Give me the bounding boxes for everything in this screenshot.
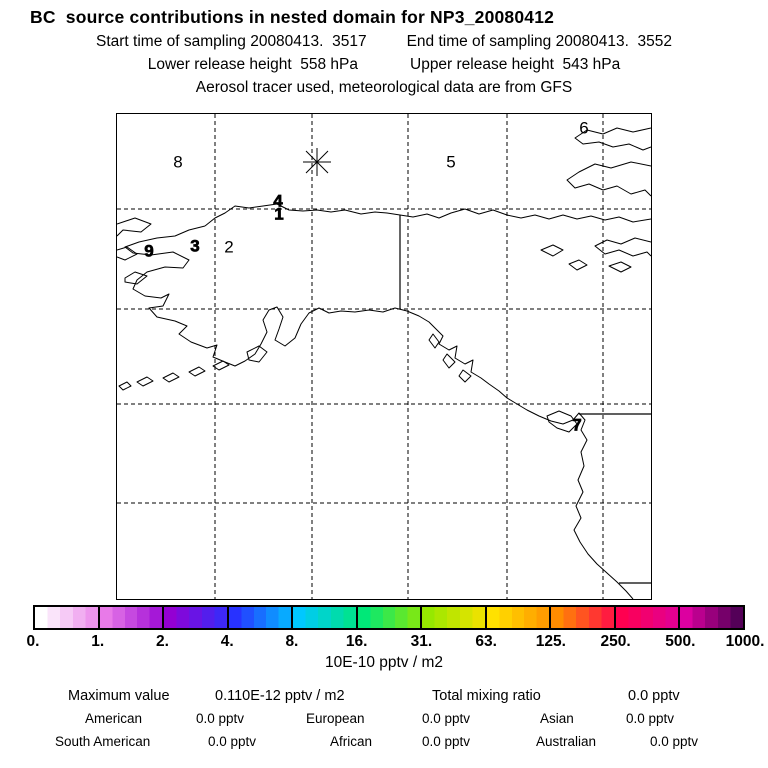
colorbar-segment-10 — [680, 607, 744, 628]
stat-item: 0.0 pptv — [626, 711, 675, 726]
colorbar-segment-7 — [486, 607, 552, 628]
stat-item: American — [85, 711, 143, 726]
station-marker-5: 5 — [446, 152, 456, 172]
grid-lines — [117, 114, 651, 599]
station-marker-4: 4 — [273, 191, 283, 211]
colorbar-tick-8: 8. — [285, 633, 299, 650]
stats-row-continents-1: American 0.0 pptv European 0.0 pptv Asian 0.0… — [0, 711, 768, 727]
stats-row-maximum: Maximum value 0.110E-12 pptv / m2 Total mi… — [0, 688, 768, 704]
stat-item: 0.0 pptv — [650, 734, 699, 749]
stat-item: Asian — [540, 711, 574, 726]
station-marker-1: 1 — [274, 204, 284, 224]
stat-item: Maximum value — [68, 688, 170, 704]
stat-item: 0.0 pptv — [628, 688, 680, 704]
station-marker-7: 7 — [572, 415, 582, 435]
colorbar-tick-63: 63. — [475, 633, 497, 650]
stats-row-continents-2: South American 0.0 pptv African 0.0 pptv Aus… — [0, 734, 768, 750]
tracer-text: Aerosol tracer used, meteorological data… — [195, 79, 573, 96]
colorbar-tick-labels: 0. 1. 2. 4. 8. 16. 31. 63. 125. 250. 500. 1000. — [0, 633, 768, 651]
colorbar-segment-4 — [293, 607, 358, 628]
colorbar — [33, 605, 745, 630]
start-time-text: Start time of sampling 20080413. 3517 — [96, 33, 367, 50]
colorbar-segment-6 — [422, 607, 487, 628]
colorbar-segment-2 — [164, 607, 229, 628]
lower-release-text: Lower release height 558 hPa — [147, 56, 358, 73]
colorbar-segment-0 — [35, 607, 100, 628]
stat-item: African — [330, 734, 373, 749]
colorbar-tick-250: 250. — [600, 633, 631, 650]
page-title: BC source contributions in nested domain… — [30, 7, 555, 27]
release-heights-line: Lower release height 558 hPa Upper relea… — [0, 56, 768, 74]
colorbar-segment-8 — [551, 607, 616, 628]
colorbar-tick-0: 0. — [26, 633, 40, 650]
upper-release-text: Upper release height 543 hPa — [410, 56, 621, 73]
colorbar-tick-500: 500. — [665, 633, 696, 650]
station-marker-9: 9 — [144, 241, 154, 261]
station-marker-8: 8 — [173, 152, 183, 172]
colorbar-segment-5 — [357, 607, 423, 628]
stat-item: 0.0 pptv — [196, 711, 245, 726]
station-marker-6: 6 — [579, 118, 589, 138]
release-marker-asterisk — [303, 148, 331, 176]
stat-item: 0.0 pptv — [422, 734, 471, 749]
colorbar-tick-4: 4. — [220, 633, 234, 650]
colorbar-tick-16: 16. — [345, 633, 368, 650]
colorbar-unit-label: 10E-10 pptv / m2 — [324, 654, 444, 671]
sampling-times-line: Start time of sampling 20080413. 3517 En… — [0, 33, 768, 51]
stat-item: Total mixing ratio — [432, 688, 541, 704]
colorbar-tick-125: 125. — [535, 633, 566, 650]
colorbar-tick-31: 31. — [410, 633, 433, 650]
colorbar-segment-9 — [615, 607, 681, 628]
country-borders — [399, 215, 651, 584]
stat-item: 0.0 pptv — [208, 734, 257, 749]
stat-item: 0.110E-12 pptv / m2 — [215, 688, 345, 704]
stat-item: Australian — [536, 734, 597, 749]
coastlines — [117, 127, 651, 599]
end-time-text: End time of sampling 20080413. 3552 — [406, 33, 672, 50]
colorbar-segment-3 — [228, 607, 294, 628]
station-marker-2: 2 — [224, 237, 234, 257]
map-canvas — [117, 114, 651, 599]
stat-item: European — [306, 711, 365, 726]
stat-item: 0.0 pptv — [422, 711, 471, 726]
stat-item: South American — [55, 734, 151, 749]
colorbar-tick-2: 2. — [155, 633, 169, 650]
colorbar-tick-1000: 1000. — [725, 633, 765, 650]
colorbar-segment-1 — [99, 607, 165, 628]
colorbar-tick-1: 1. — [91, 633, 105, 650]
tracer-info-line: Aerosol tracer used, meteorological data… — [0, 79, 768, 97]
station-marker-3: 3 — [190, 236, 200, 256]
